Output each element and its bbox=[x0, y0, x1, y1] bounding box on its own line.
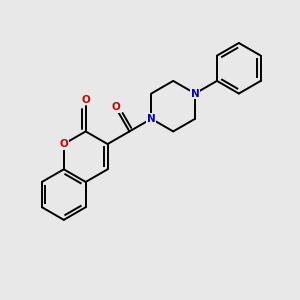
Text: O: O bbox=[59, 139, 68, 149]
Text: N: N bbox=[191, 88, 200, 98]
Text: O: O bbox=[111, 102, 120, 112]
Text: O: O bbox=[81, 94, 90, 105]
Text: N: N bbox=[147, 114, 156, 124]
